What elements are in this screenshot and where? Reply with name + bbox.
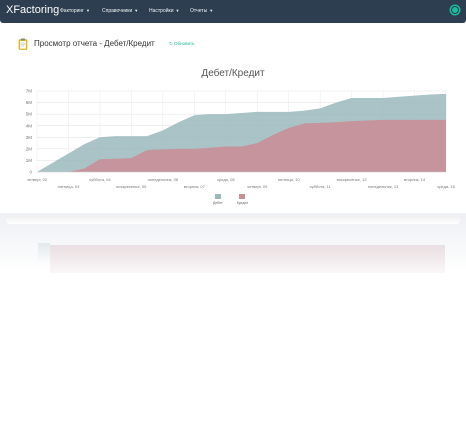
x-tick-label: понедельник, 06 bbox=[148, 177, 179, 182]
nav-item-label: Факторинг bbox=[60, 8, 84, 14]
series-area-credit bbox=[37, 119, 446, 172]
x-tick-label: воскресенье, 12 bbox=[337, 177, 368, 182]
caret-down-icon: ▼ bbox=[134, 8, 139, 13]
panel-reflection bbox=[0, 213, 466, 273]
brand-logo[interactable]: XFactoring bbox=[6, 4, 60, 16]
x-tick-label: суббота, 11 bbox=[310, 184, 332, 189]
legend-label-debit: Дебет bbox=[213, 201, 223, 205]
nav-item-label: Настройки bbox=[149, 8, 174, 14]
y-tick-label: 7M bbox=[26, 89, 33, 94]
x-tick-label: пятница, 10 bbox=[278, 177, 301, 182]
y-tick-label: 6M bbox=[26, 100, 33, 105]
y-tick-label: 3M bbox=[26, 135, 33, 140]
page-title: Просмотр отчета - Дебет/Кредит bbox=[34, 39, 155, 48]
legend-swatch-debit bbox=[214, 194, 221, 199]
reflection-debit-area bbox=[38, 243, 50, 263]
x-tick-label: вторник, 14 bbox=[404, 177, 426, 182]
y-tick-label: 5M bbox=[26, 112, 33, 117]
x-tick-label: пятница, 03 bbox=[58, 184, 81, 189]
nav-item-settings[interactable]: Настройки ▼ bbox=[149, 8, 180, 14]
x-tick-label: четверг, 02 bbox=[27, 177, 48, 182]
reflection-strip bbox=[6, 216, 460, 224]
legend-swatch-credit bbox=[239, 194, 246, 199]
y-tick-label: 1M bbox=[26, 158, 33, 163]
caret-down-icon: ▼ bbox=[175, 8, 180, 13]
top-navbar: XFactoring Факторинг ▼ Справочники ▼ Настр… bbox=[0, 0, 466, 23]
y-tick-label: 4M bbox=[26, 123, 33, 128]
y-tick-label: 2M bbox=[26, 146, 33, 151]
x-tick-label: четверг, 09 bbox=[247, 184, 268, 189]
chart-legend: Дебет Кредит bbox=[213, 194, 248, 205]
nav-item-references[interactable]: Справочники ▼ bbox=[102, 8, 138, 14]
refresh-label: Обновить bbox=[174, 41, 195, 46]
nav-item-reports[interactable]: Отчеты ▼ bbox=[190, 8, 213, 14]
refresh-link[interactable]: ↻ Обновить bbox=[169, 41, 195, 46]
x-tick-label: среда, 15 bbox=[437, 184, 455, 189]
nav-item-label: Справочники bbox=[102, 8, 133, 14]
x-tick-label: среда, 08 bbox=[217, 177, 235, 182]
reflection-credit-area bbox=[50, 245, 445, 273]
y-tick-label: 0 bbox=[29, 170, 32, 175]
legend-item-debit[interactable]: Дебет bbox=[213, 194, 223, 205]
x-tick-label: воскресенье, 05 bbox=[116, 184, 147, 189]
chart-title: Дебет/Кредит bbox=[201, 68, 265, 79]
x-tick-label: суббота, 04 bbox=[89, 177, 111, 182]
settings-gear-icon[interactable] bbox=[451, 6, 459, 14]
area-chart: 0 1M 2M 3M 4M 5M 6M 7M четверг, 02 пятница, 03 суб… bbox=[26, 89, 456, 189]
nav-item-label: Отчеты bbox=[190, 8, 208, 14]
legend-label-credit: Кредит bbox=[236, 201, 249, 205]
x-tick-label: вторник, 07 bbox=[184, 184, 206, 189]
caret-down-icon: ▼ bbox=[209, 8, 214, 13]
reflection-background bbox=[0, 213, 466, 273]
caret-down-icon: ▼ bbox=[86, 8, 90, 13]
x-tick-label: понедельник, 13 bbox=[368, 184, 399, 189]
legend-item-credit[interactable]: Кредит bbox=[237, 194, 248, 205]
clipboard-icon bbox=[18, 38, 28, 50]
nav-item-factoring[interactable]: Факторинг ▼ bbox=[60, 8, 90, 14]
